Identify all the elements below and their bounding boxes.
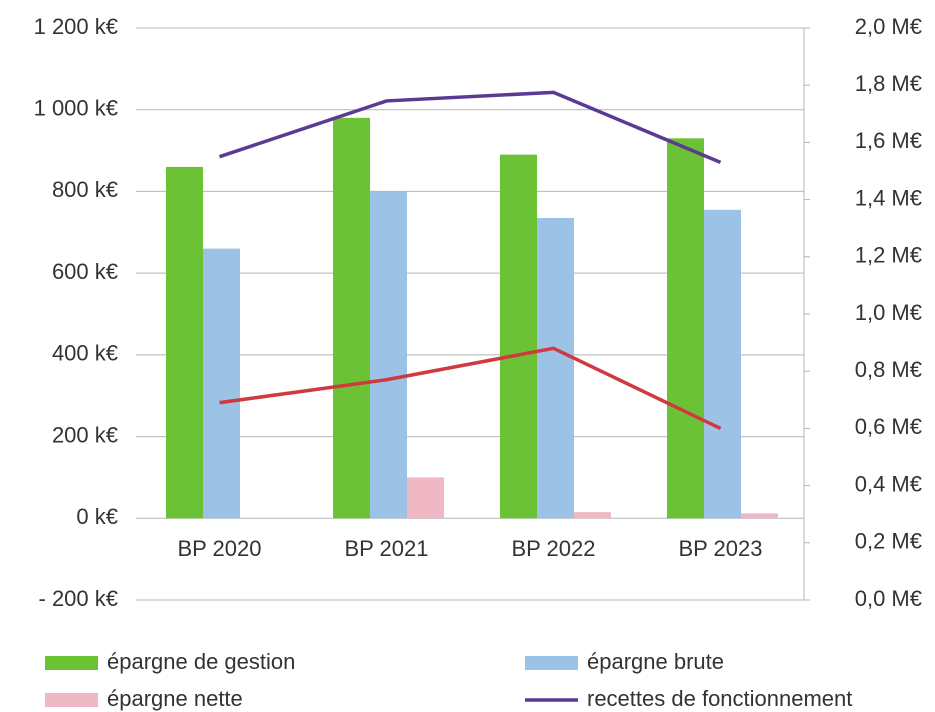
y2-tick-label: 0,0 M€ [855, 586, 922, 611]
y2-tick-label: 0,6 M€ [855, 414, 922, 439]
legend-swatch [45, 693, 98, 707]
bar [537, 217, 574, 519]
bar [333, 117, 370, 519]
y-tick-label: - 200 k€ [39, 586, 119, 611]
bar [166, 166, 203, 519]
y2-tick-label: 1,6 M€ [855, 128, 922, 153]
bar [407, 477, 444, 519]
legend-label: épargne nette [107, 686, 243, 711]
legend-label: épargne brute [587, 649, 724, 674]
y-tick-label: 1 200 k€ [34, 14, 118, 39]
y-tick-label: 400 k€ [52, 341, 118, 366]
x-tick-label: BP 2021 [344, 536, 428, 561]
legend-label: recettes de fonctionnement [587, 686, 852, 711]
y2-tick-label: 1,8 M€ [855, 71, 922, 96]
y-tick-label: 200 k€ [52, 422, 118, 447]
y-tick-label: 800 k€ [52, 177, 118, 202]
y2-tick-label: 1,0 M€ [855, 300, 922, 325]
y2-tick-label: 0,4 M€ [855, 471, 922, 496]
y-tick-label: 600 k€ [52, 259, 118, 284]
x-tick-label: BP 2022 [511, 536, 595, 561]
bar [574, 512, 611, 519]
y2-tick-label: 1,2 M€ [855, 243, 922, 268]
legend-swatch [45, 656, 98, 670]
bar [370, 191, 407, 519]
legend-swatch [525, 656, 578, 670]
bar [500, 154, 537, 519]
bar [741, 513, 778, 519]
y-tick-label: 0 k€ [76, 504, 118, 529]
y2-tick-label: 0,2 M€ [855, 529, 922, 554]
legend-label: épargne de gestion [107, 649, 295, 674]
x-tick-label: BP 2023 [678, 536, 762, 561]
bar [667, 138, 704, 519]
y2-tick-label: 2,0 M€ [855, 14, 922, 39]
bar [704, 209, 741, 519]
line [219, 346, 722, 430]
y2-tick-label: 1,4 M€ [855, 185, 922, 210]
bar [203, 248, 240, 519]
y-tick-label: 1 000 k€ [34, 96, 118, 121]
x-tick-label: BP 2020 [177, 536, 261, 561]
line [218, 90, 722, 165]
y2-tick-label: 0,8 M€ [855, 357, 922, 382]
